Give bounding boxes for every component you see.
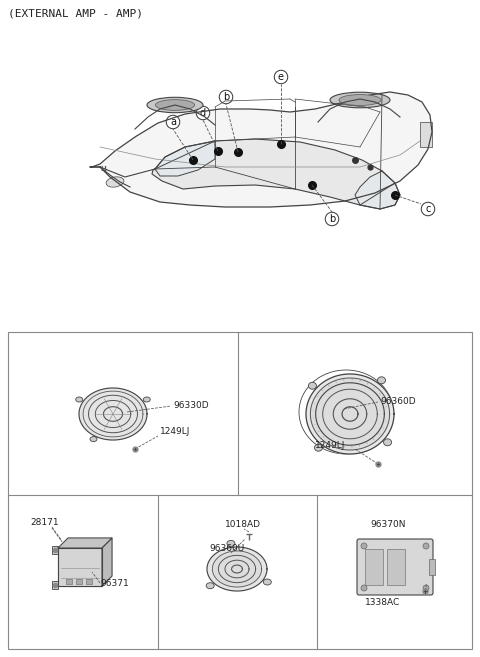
Ellipse shape	[206, 583, 214, 589]
Text: c: c	[425, 204, 431, 214]
Ellipse shape	[106, 177, 124, 187]
Text: b: b	[223, 92, 229, 102]
Text: b: b	[244, 336, 250, 346]
Ellipse shape	[143, 397, 150, 402]
Polygon shape	[316, 383, 384, 445]
Text: 96360U: 96360U	[209, 544, 244, 553]
Text: e: e	[323, 499, 329, 509]
Circle shape	[423, 543, 429, 549]
Ellipse shape	[309, 382, 316, 389]
Ellipse shape	[384, 439, 392, 446]
Text: 28171: 28171	[30, 518, 59, 527]
Polygon shape	[90, 92, 432, 207]
Circle shape	[361, 543, 367, 549]
Text: b: b	[329, 214, 335, 224]
Text: 1249LJ: 1249LJ	[160, 428, 191, 436]
Polygon shape	[355, 171, 400, 209]
Ellipse shape	[156, 100, 194, 110]
Text: 1249LJ: 1249LJ	[315, 442, 346, 451]
Text: d: d	[164, 499, 170, 509]
Ellipse shape	[264, 579, 271, 585]
Text: 96360D: 96360D	[380, 397, 416, 407]
Polygon shape	[311, 378, 390, 450]
Ellipse shape	[377, 377, 385, 384]
Polygon shape	[155, 141, 215, 176]
Bar	[76, 579, 82, 584]
Polygon shape	[58, 548, 102, 586]
Circle shape	[361, 585, 367, 591]
Text: 1338AC: 1338AC	[365, 598, 400, 607]
Text: (EXTERNAL AMP - AMP): (EXTERNAL AMP - AMP)	[8, 9, 143, 19]
Text: 1018AD: 1018AD	[225, 520, 261, 529]
Polygon shape	[207, 547, 267, 591]
FancyBboxPatch shape	[357, 539, 433, 595]
Polygon shape	[218, 555, 255, 583]
Ellipse shape	[339, 95, 381, 106]
Bar	[429, 559, 435, 575]
Bar	[52, 581, 58, 589]
Polygon shape	[102, 538, 112, 586]
Circle shape	[423, 585, 429, 591]
Text: H: H	[100, 166, 106, 172]
Polygon shape	[342, 407, 358, 421]
Bar	[420, 122, 432, 147]
Polygon shape	[225, 560, 249, 578]
Bar	[387, 549, 405, 585]
Text: a: a	[170, 117, 176, 127]
Text: d: d	[200, 108, 206, 118]
Polygon shape	[323, 389, 377, 439]
Text: 96370N: 96370N	[370, 520, 406, 529]
Bar	[52, 546, 58, 554]
Polygon shape	[306, 374, 394, 454]
Text: 96330D: 96330D	[173, 401, 209, 411]
Bar	[66, 579, 72, 584]
Polygon shape	[333, 399, 367, 429]
Ellipse shape	[330, 92, 390, 108]
Ellipse shape	[147, 97, 203, 113]
Ellipse shape	[314, 444, 323, 451]
Bar	[8, 332, 472, 649]
Polygon shape	[213, 551, 262, 587]
Ellipse shape	[76, 397, 83, 402]
Polygon shape	[232, 565, 242, 573]
Text: e: e	[278, 72, 284, 82]
Ellipse shape	[90, 437, 97, 442]
Bar	[365, 549, 383, 585]
Polygon shape	[58, 538, 112, 548]
Text: c: c	[14, 499, 20, 509]
Ellipse shape	[92, 400, 128, 428]
Ellipse shape	[227, 541, 235, 547]
Polygon shape	[152, 139, 400, 209]
Text: 96371: 96371	[100, 579, 129, 588]
Polygon shape	[79, 388, 147, 440]
Bar	[86, 579, 92, 584]
Text: a: a	[14, 336, 20, 346]
